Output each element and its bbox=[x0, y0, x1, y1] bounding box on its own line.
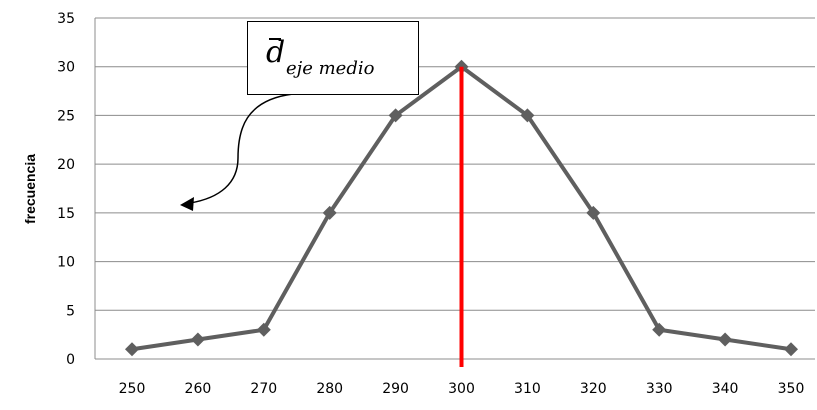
data-point bbox=[586, 205, 601, 220]
gridlines bbox=[95, 17, 815, 311]
data-point bbox=[256, 322, 271, 337]
x-tick-label: 310 bbox=[514, 381, 541, 397]
x-tick-label: 290 bbox=[382, 381, 409, 397]
y-tick-label: 15 bbox=[57, 206, 75, 222]
y-tick-labels: 0 5 10 15 20 25 30 35 bbox=[57, 11, 75, 368]
y-tick-label: 20 bbox=[57, 157, 75, 173]
data-point bbox=[520, 108, 535, 123]
x-tick-label: 330 bbox=[646, 381, 673, 397]
x-tick-label: 320 bbox=[580, 381, 607, 397]
axes bbox=[94, 18, 815, 360]
y-tick-label: 25 bbox=[57, 108, 75, 124]
data-point bbox=[718, 332, 733, 347]
x-tick-labels: 250 260 270 280 290 300 310 320 330 340 350 bbox=[119, 381, 805, 397]
data-point bbox=[652, 322, 667, 337]
y-tick-label: 5 bbox=[66, 303, 75, 319]
x-tick-label: 340 bbox=[712, 381, 739, 397]
x-tick-label: 350 bbox=[778, 381, 805, 397]
x-tick-label: 300 bbox=[448, 381, 475, 397]
y-tick-label: 30 bbox=[57, 60, 75, 76]
y-axis-label: frecuencia bbox=[22, 154, 38, 224]
annotation-box: d eje medio bbox=[247, 21, 419, 95]
annotation-symbol: d bbox=[266, 35, 286, 70]
x-tick-label: 280 bbox=[316, 381, 343, 397]
annotation-subscript: eje medio bbox=[286, 58, 375, 79]
y-tick-label: 35 bbox=[57, 11, 75, 27]
data-point bbox=[190, 332, 205, 347]
y-tick-label: 10 bbox=[57, 255, 75, 271]
x-tick-label: 250 bbox=[119, 381, 146, 397]
x-tick-label: 270 bbox=[250, 381, 277, 397]
curved-arrow bbox=[180, 93, 294, 211]
data-point bbox=[322, 205, 337, 220]
y-tick-label: 0 bbox=[66, 352, 75, 368]
x-tick-label: 260 bbox=[185, 381, 212, 397]
data-point bbox=[125, 342, 139, 357]
data-point bbox=[784, 342, 798, 357]
data-point bbox=[388, 108, 403, 123]
bar-accent bbox=[269, 38, 281, 40]
